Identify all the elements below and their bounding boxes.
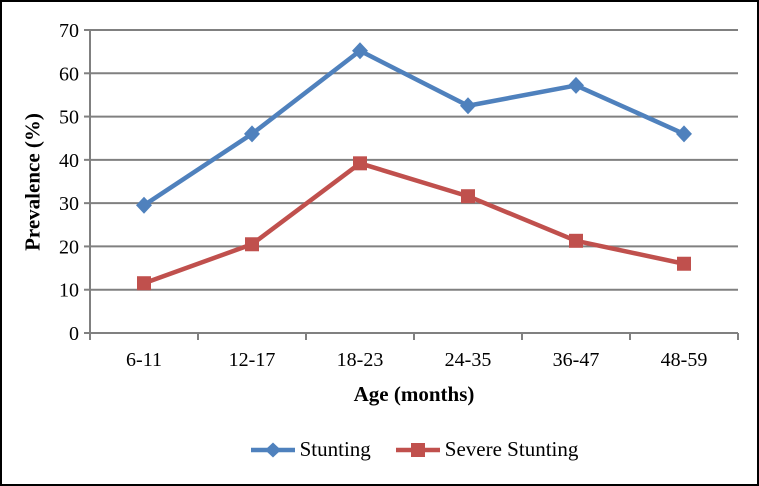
y-tick-label-40: 40: [59, 150, 79, 172]
y-axis-title: Prevalence (%): [20, 113, 45, 251]
marker-stunting-0: [136, 196, 152, 214]
marker-severe-stunting-0: [137, 276, 151, 291]
marker-severe-stunting-2: [353, 156, 367, 171]
x-tick-label-36-47: 36-47: [553, 349, 600, 371]
severe-stunting-legend-marker: [395, 442, 440, 457]
x-tick-label-12-17: 12-17: [229, 349, 276, 371]
marker-stunting-2: [352, 42, 368, 60]
marker-severe-stunting-4: [569, 233, 583, 248]
plot-area: 0 10 20 30 40 50 60 70 6-11 12-17 18-23 24-35 36-47 4…: [59, 20, 739, 371]
y-tick-label-20: 20: [59, 236, 79, 258]
legend-item-severe-stunting: Severe Stunting: [395, 437, 579, 461]
legend: Stunting Severe Stunting: [90, 439, 738, 460]
legend-item-stunting: Stunting: [250, 439, 371, 460]
y-tick-label-0: 0: [69, 323, 79, 345]
marker-severe-stunting-3: [461, 189, 475, 204]
marker-stunting-5: [676, 125, 692, 143]
series-line-severe-stunting: [143, 161, 685, 286]
legend-label-severe-stunting: Severe Stunting: [444, 437, 579, 461]
marker-stunting-1: [244, 125, 260, 143]
x-tick-label-6-11: 6-11: [126, 349, 162, 371]
x-axis-title: Age (months): [353, 382, 475, 406]
marker-stunting-4: [568, 76, 584, 94]
legend-label-stunting: Stunting: [299, 437, 371, 461]
x-tick-label-18-23: 18-23: [337, 349, 384, 371]
y-tick-label-50: 50: [59, 107, 79, 129]
marker-stunting-3: [460, 97, 476, 115]
marker-severe-stunting-1: [245, 237, 259, 252]
x-tick-label-48-59: 48-59: [661, 349, 708, 371]
stunting-legend-marker: [250, 442, 295, 457]
series-line-stunting: [142, 48, 685, 208]
y-tick-label-70: 70: [59, 20, 79, 42]
y-tick-label-10: 10: [59, 280, 79, 302]
marker-severe-stunting-5: [677, 256, 691, 271]
y-tick-label-60: 60: [59, 63, 79, 85]
y-tick-label-30: 30: [59, 193, 79, 215]
x-tick-label-24-35: 24-35: [445, 349, 492, 371]
